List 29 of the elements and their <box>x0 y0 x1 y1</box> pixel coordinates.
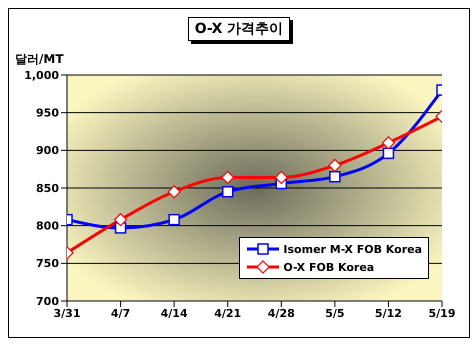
legend-label: Isomer M-X FOB Korea <box>283 242 422 256</box>
x-tick-label: 4/28 <box>268 306 295 320</box>
x-tick-label: 3/31 <box>54 306 80 320</box>
y-tick-label: 950 <box>36 106 60 120</box>
x-tick-label: 4/14 <box>160 306 188 320</box>
point <box>329 170 341 182</box>
y-tick-label: 1,000 <box>24 68 60 82</box>
x-tick-label: 5/19 <box>428 306 456 320</box>
point <box>328 158 342 172</box>
y-axis-title: 달러/MT <box>15 51 64 68</box>
legend-label: O-X FOB Korea <box>283 260 374 274</box>
x-tick-label: 4/7 <box>110 306 130 320</box>
point <box>382 136 396 150</box>
x-tick-label: 4/21 <box>214 306 242 320</box>
point <box>168 214 180 226</box>
y-tick-label: 800 <box>36 220 60 233</box>
point <box>168 185 181 198</box>
y-tick-label: 700 <box>36 294 60 308</box>
y-tick-label: 850 <box>36 182 60 195</box>
x-tick-label: 5/12 <box>374 306 402 320</box>
x-tick-label: 5/5 <box>325 306 345 320</box>
chart-title: O-X 가격추이 <box>188 17 290 41</box>
y-tick-label: 750 <box>36 257 60 270</box>
point <box>221 170 234 184</box>
point <box>222 186 234 198</box>
point <box>114 213 128 226</box>
point <box>382 148 394 160</box>
y-tick-label: 900 <box>36 144 60 158</box>
point <box>274 170 288 184</box>
